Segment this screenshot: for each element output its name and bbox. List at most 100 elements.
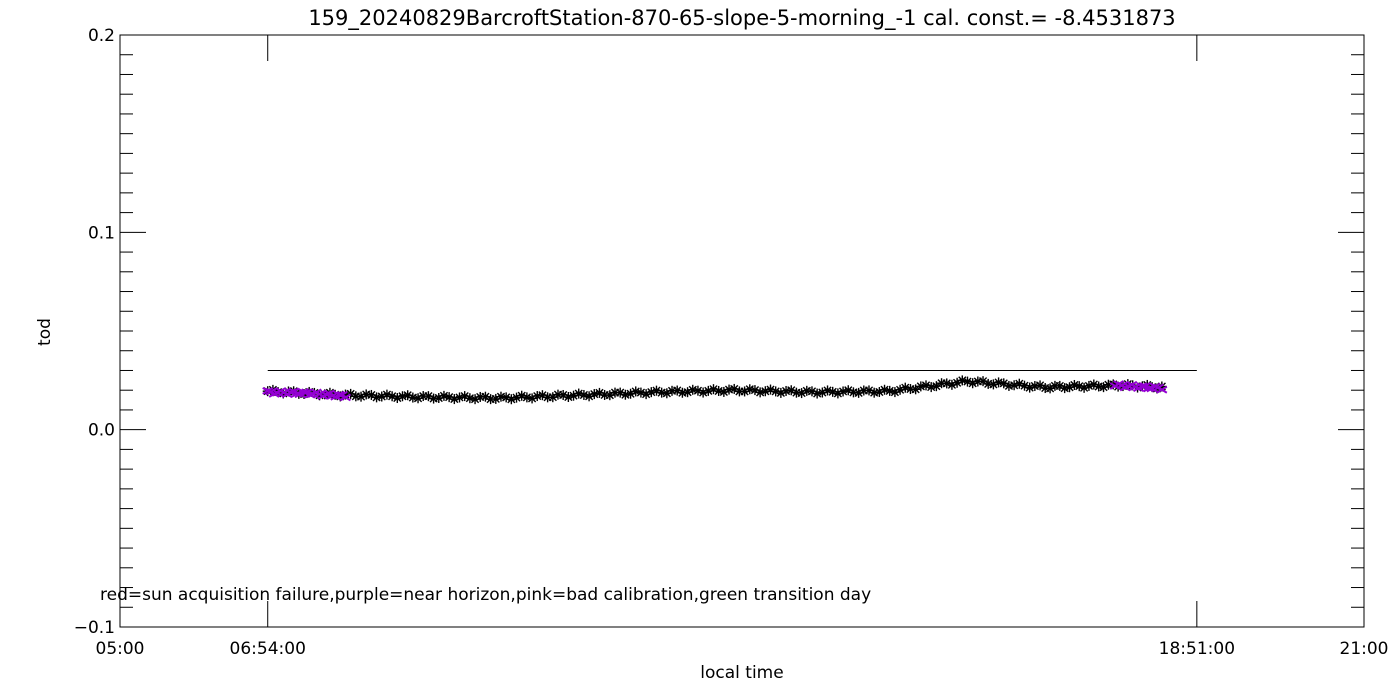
- marker-stroke: [787, 386, 796, 395]
- x-tick-label: 05:00: [96, 639, 145, 659]
- marker-stroke: [1070, 380, 1079, 390]
- marker-stroke: [382, 390, 392, 399]
- data-point: [371, 392, 382, 403]
- y-tick-label: −0.1: [74, 618, 115, 638]
- x-tick-label: 18:51:00: [1159, 639, 1235, 659]
- data-point: [1009, 380, 1020, 391]
- marker-stroke: [1015, 379, 1024, 388]
- marker-stroke: [424, 392, 433, 401]
- y-tick-label: 0.1: [88, 223, 115, 243]
- marker-stroke: [262, 386, 274, 395]
- marker-stroke: [750, 385, 760, 395]
- ticks-layer: −0.1 0.0 0.1 0.2 05:00 06:54:00 18:51:00 21:00: [74, 26, 1389, 659]
- marker-stroke: [916, 382, 925, 391]
- data-point: [516, 390, 527, 401]
- marker-stroke: [304, 390, 316, 399]
- marker-stroke: [621, 390, 630, 399]
- marker-stroke: [339, 393, 351, 402]
- marker-stroke: [1025, 383, 1034, 392]
- marker-stroke: [297, 388, 309, 396]
- data-point: [941, 378, 952, 389]
- x-tick-label: 21:00: [1340, 639, 1389, 659]
- x-tick-label: 06:54:00: [230, 639, 306, 659]
- marker-stroke: [450, 394, 459, 404]
- marker-stroke: [901, 383, 910, 392]
- legend-annotation: red=sun acquisition failure,purple=near …: [100, 585, 871, 605]
- plot-frame: [119, 34, 1365, 628]
- marker-stroke: [460, 391, 469, 401]
- data-point: [926, 382, 937, 393]
- marker-stroke: [1030, 381, 1039, 391]
- marker-stroke: [927, 382, 936, 392]
- marker-stroke: [828, 387, 837, 396]
- marker-stroke: [1156, 385, 1168, 394]
- marker-stroke: [766, 385, 775, 394]
- marker-stroke: [1020, 381, 1029, 390]
- marker-stroke: [1143, 384, 1155, 393]
- marker-stroke: [771, 387, 780, 396]
- marker-stroke: [756, 388, 765, 397]
- marker-stroke: [595, 388, 604, 397]
- marker-stroke: [647, 388, 656, 397]
- marker-stroke: [963, 377, 972, 386]
- marker-stroke: [1136, 382, 1148, 390]
- marker-stroke: [616, 388, 625, 397]
- data-point: [537, 390, 548, 401]
- labels-layer: 159_20240829BarcroftStation-870-65-slope…: [35, 6, 1176, 683]
- marker-stroke: [388, 392, 397, 401]
- marker-stroke: [372, 393, 381, 402]
- points-layer: [262, 375, 1168, 405]
- series-black: [262, 375, 1167, 405]
- marker-stroke: [978, 377, 988, 386]
- marker-stroke: [864, 386, 874, 395]
- x-axis-label: local time: [700, 663, 783, 683]
- marker-stroke: [673, 386, 682, 395]
- axes-layer: [119, 34, 1365, 628]
- data-point: [1143, 384, 1155, 393]
- marker-stroke: [693, 386, 703, 395]
- data-point: [822, 385, 833, 396]
- marker-stroke: [502, 393, 511, 402]
- marker-stroke: [590, 390, 599, 399]
- marker-stroke: [398, 392, 407, 401]
- y-tick-label: 0.2: [88, 26, 115, 46]
- data-point: [1088, 379, 1099, 390]
- marker-stroke: [999, 379, 1008, 388]
- data-point: [392, 393, 403, 404]
- marker-stroke: [724, 385, 734, 394]
- marker-stroke: [838, 387, 848, 396]
- data-point: [407, 392, 418, 403]
- marker-stroke: [781, 386, 791, 396]
- data-point: [1156, 385, 1168, 394]
- marker-stroke: [699, 388, 708, 397]
- marker-stroke: [564, 392, 573, 402]
- marker-stroke: [481, 392, 490, 401]
- data-point: [1083, 380, 1094, 391]
- marker-stroke: [1089, 380, 1098, 389]
- y-axis-label: tod: [35, 318, 55, 346]
- marker-stroke: [1055, 381, 1064, 391]
- marker-stroke: [921, 381, 931, 390]
- marker-stroke: [517, 391, 526, 400]
- marker-stroke: [507, 395, 516, 404]
- marker-stroke: [333, 390, 345, 399]
- marker-stroke: [538, 391, 547, 400]
- data-point: [339, 393, 351, 402]
- marker-stroke: [730, 384, 739, 394]
- marker-stroke: [445, 393, 454, 402]
- marker-stroke: [844, 386, 853, 395]
- marker-stroke: [291, 389, 303, 398]
- marker-stroke: [533, 391, 542, 401]
- y-tick-label: 0.0: [88, 421, 115, 441]
- marker-stroke: [1075, 382, 1084, 391]
- series-purple: [262, 380, 1168, 402]
- marker-stroke: [403, 391, 412, 400]
- marker-stroke: [1084, 381, 1094, 391]
- marker-stroke: [574, 389, 583, 398]
- marker-stroke: [1010, 381, 1019, 390]
- marker-stroke: [1035, 381, 1045, 390]
- marker-stroke: [652, 386, 661, 395]
- marker-stroke: [813, 389, 822, 398]
- marker-stroke: [636, 388, 646, 397]
